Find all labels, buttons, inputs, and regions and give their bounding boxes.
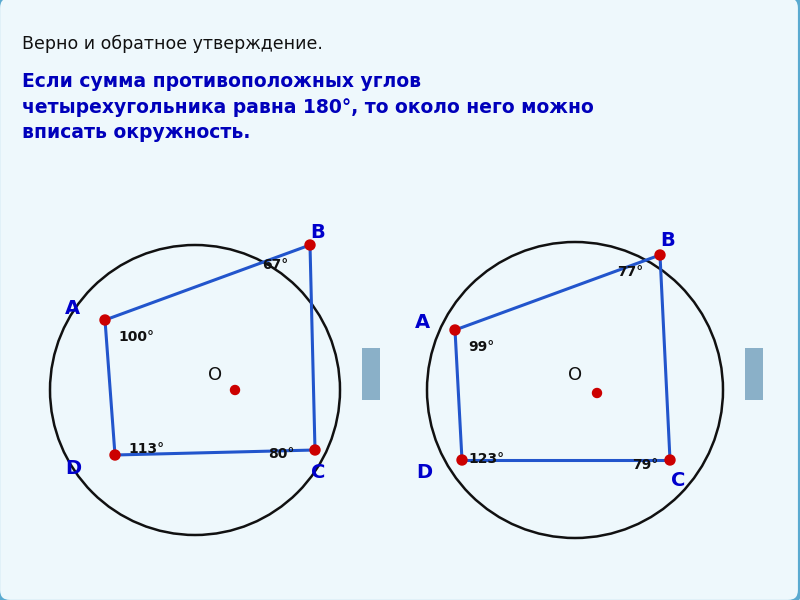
Circle shape xyxy=(655,250,665,260)
Circle shape xyxy=(450,325,460,335)
Text: 123°: 123° xyxy=(468,452,504,466)
Text: 113°: 113° xyxy=(128,442,164,456)
Circle shape xyxy=(665,455,675,465)
Text: Верно и обратное утверждение.: Верно и обратное утверждение. xyxy=(22,35,323,53)
Circle shape xyxy=(110,450,120,460)
Circle shape xyxy=(593,389,602,397)
Text: D: D xyxy=(416,463,432,481)
Text: A: A xyxy=(65,298,79,317)
Bar xyxy=(745,348,763,400)
Text: C: C xyxy=(311,463,325,481)
Text: Если сумма противоположных углов
четырехугольника равна 180°, то около него можн: Если сумма противоположных углов четырех… xyxy=(22,72,594,142)
Circle shape xyxy=(100,315,110,325)
Text: O: O xyxy=(568,366,582,384)
Circle shape xyxy=(230,385,239,395)
Text: 79°: 79° xyxy=(632,458,658,472)
Circle shape xyxy=(457,455,467,465)
Bar xyxy=(362,348,380,400)
Text: 100°: 100° xyxy=(118,330,154,344)
Circle shape xyxy=(310,445,320,455)
Text: 80°: 80° xyxy=(268,447,294,461)
Text: B: B xyxy=(661,230,675,250)
Text: B: B xyxy=(310,223,326,241)
Text: O: O xyxy=(208,366,222,384)
Text: 99°: 99° xyxy=(468,340,494,354)
Circle shape xyxy=(305,240,315,250)
Text: 77°: 77° xyxy=(617,265,643,279)
Text: 67°: 67° xyxy=(262,258,288,272)
Text: D: D xyxy=(65,458,81,478)
Text: C: C xyxy=(671,470,685,490)
Text: A: A xyxy=(414,313,430,331)
